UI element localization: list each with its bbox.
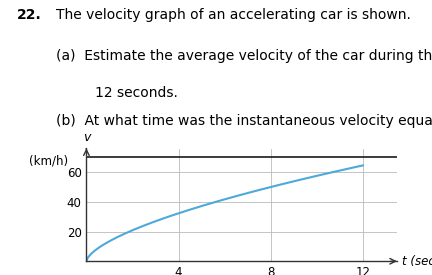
Text: The velocity graph of an accelerating car is shown.: The velocity graph of an accelerating ca… <box>56 8 411 22</box>
Text: (a)  Estimate the average velocity of the car during the first: (a) Estimate the average velocity of the… <box>56 49 432 63</box>
Text: t (seconds): t (seconds) <box>402 255 432 268</box>
Text: (km/h): (km/h) <box>29 155 68 167</box>
Text: v: v <box>83 131 90 144</box>
Text: 12 seconds.: 12 seconds. <box>95 86 178 100</box>
Text: (b)  At what time was the instantaneous velocity equal to the: (b) At what time was the instantaneous v… <box>56 114 432 128</box>
Text: average velocity?: average velocity? <box>95 151 218 165</box>
Text: 22.: 22. <box>17 8 42 22</box>
